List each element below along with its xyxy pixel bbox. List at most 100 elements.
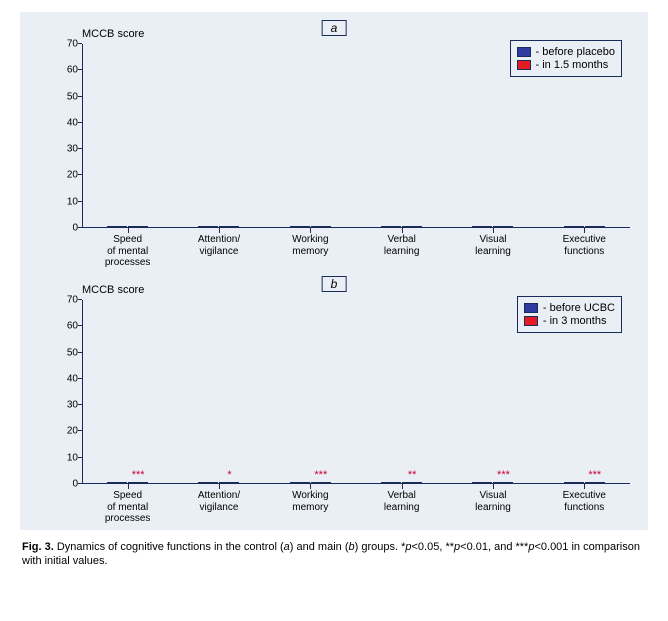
x-tick-mark	[402, 228, 403, 233]
y-tick-label: 20	[52, 170, 78, 181]
significance-marker: ***	[497, 469, 510, 481]
category-label: Verballearning	[362, 234, 442, 257]
y-axis-title: MCCB score	[82, 284, 144, 296]
chart-panel-a: aMCCB score- before placebo- in 1.5 mont…	[28, 22, 640, 270]
bar: **	[402, 482, 422, 484]
y-tick-label: 70	[52, 295, 78, 306]
caption-fig-number: Fig. 3.	[22, 541, 54, 553]
bar	[290, 226, 310, 228]
y-tick-label: 0	[52, 223, 78, 234]
y-tick-label: 10	[52, 196, 78, 207]
x-tick-mark	[493, 228, 494, 233]
bar: ***	[585, 482, 605, 484]
category-label: Executivefunctions	[544, 490, 624, 513]
bars-row: Speedof mentalprocesses Attention/vigilan…	[82, 44, 630, 228]
bar	[585, 226, 605, 228]
bar-group: **Verballearning	[363, 482, 440, 484]
x-tick-mark	[128, 228, 129, 233]
bar	[472, 226, 492, 228]
bar-group: ***Speedof mentalprocesses	[89, 482, 166, 484]
bar	[564, 482, 584, 484]
bar-group: Visuallearning	[455, 226, 532, 228]
category-label: Verballearning	[362, 490, 442, 513]
bar: ***	[128, 482, 148, 484]
bar-group: ***Executivefunctions	[546, 482, 623, 484]
y-tick-label: 20	[52, 426, 78, 437]
significance-marker: **	[408, 469, 417, 481]
caption-text-2: ) and main (	[290, 541, 349, 553]
x-tick-mark	[402, 484, 403, 489]
bar: ***	[311, 482, 331, 484]
category-label: Attention/vigilance	[179, 234, 259, 257]
category-label: Speedof mentalprocesses	[88, 490, 168, 525]
panels-host: aMCCB score- before placebo- in 1.5 mont…	[28, 22, 640, 526]
x-tick-mark	[310, 228, 311, 233]
category-label: Visuallearning	[453, 234, 533, 257]
category-label: Attention/vigilance	[179, 490, 259, 513]
x-tick-mark	[584, 228, 585, 233]
x-tick-mark	[493, 484, 494, 489]
y-tick-label: 0	[52, 479, 78, 490]
bar	[219, 226, 239, 228]
y-tick-label: 10	[52, 452, 78, 463]
caption-p1t: <0.05, **	[412, 541, 455, 553]
bar-group: Workingmemory	[272, 226, 349, 228]
x-tick-mark	[219, 484, 220, 489]
bar	[381, 226, 401, 228]
y-tick-label: 50	[52, 347, 78, 358]
caption-p2t: <0.01, and ***	[460, 541, 528, 553]
significance-marker: *	[227, 469, 231, 481]
x-tick-mark	[584, 484, 585, 489]
category-label: Workingmemory	[270, 234, 350, 257]
bar-group: ***Workingmemory	[272, 482, 349, 484]
x-tick-mark	[310, 484, 311, 489]
bar: *	[219, 482, 239, 484]
bar	[402, 226, 422, 228]
bar	[107, 482, 127, 484]
bar-group: Speedof mentalprocesses	[89, 226, 166, 228]
x-tick-mark	[219, 228, 220, 233]
category-label: Visuallearning	[453, 490, 533, 513]
bar: ***	[493, 482, 513, 484]
y-tick-label: 50	[52, 91, 78, 102]
bar-group: Verballearning	[363, 226, 440, 228]
bar	[198, 226, 218, 228]
y-tick-label: 30	[52, 144, 78, 155]
bar-group: Executivefunctions	[546, 226, 623, 228]
category-label: Workingmemory	[270, 490, 350, 513]
caption-text-3: ) groups. *	[355, 541, 406, 553]
chart-region: aMCCB score- before placebo- in 1.5 mont…	[20, 12, 648, 530]
y-tick-label: 40	[52, 373, 78, 384]
caption-text-1: Dynamics of cognitive functions in the c…	[54, 541, 284, 553]
y-tick-label: 60	[52, 65, 78, 76]
significance-marker: ***	[132, 469, 145, 481]
y-tick-label: 30	[52, 400, 78, 411]
bars-row: ***Speedof mentalprocesses*Attention/vig…	[82, 300, 630, 484]
bar	[493, 226, 513, 228]
significance-marker: ***	[588, 469, 601, 481]
bar-group: ***Visuallearning	[455, 482, 532, 484]
bar	[311, 226, 331, 228]
panel-label: b	[322, 276, 347, 292]
bar	[107, 226, 127, 228]
plot-area: 010203040506070Speedof mentalprocessesAt…	[82, 44, 630, 228]
y-tick-label: 60	[52, 321, 78, 332]
figure-container: aMCCB score- before placebo- in 1.5 mont…	[0, 0, 668, 621]
figure-caption: Fig. 3. Dynamics of cognitive functions …	[20, 534, 648, 569]
bar-group: Attention/vigilance	[181, 226, 258, 228]
category-label: Executivefunctions	[544, 234, 624, 257]
plot-area: 010203040506070***Speedof mentalprocesse…	[82, 300, 630, 484]
bar	[472, 482, 492, 484]
x-tick-mark	[128, 484, 129, 489]
y-axis-title: MCCB score	[82, 28, 144, 40]
significance-marker: ***	[314, 469, 327, 481]
bar	[290, 482, 310, 484]
y-tick-label: 70	[52, 39, 78, 50]
bar	[564, 226, 584, 228]
chart-panel-b: bMCCB score- before UCBC- in 3 months010…	[28, 278, 640, 526]
bar	[381, 482, 401, 484]
bar	[128, 226, 148, 228]
y-tick-label: 40	[52, 117, 78, 128]
bar	[198, 482, 218, 484]
panel-label: a	[322, 20, 347, 36]
